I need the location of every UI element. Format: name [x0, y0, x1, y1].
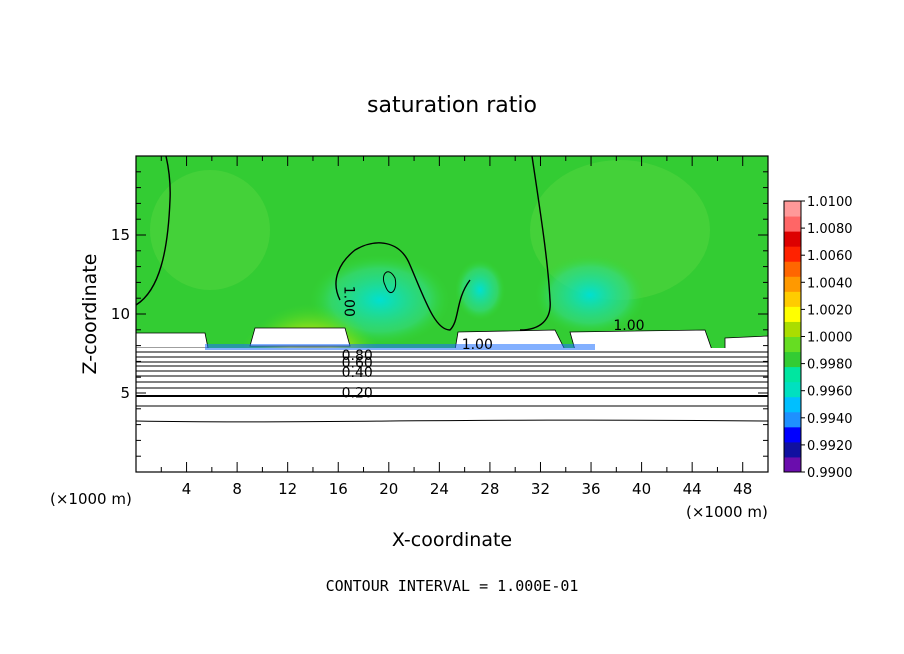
colorbar-swatch: [784, 396, 801, 413]
y-axis-label: Z-coordinate: [79, 254, 101, 375]
colorbar-tick-label: 0.9960: [807, 385, 853, 400]
cloud-region: [136, 332, 209, 349]
colorbar-swatch: [784, 366, 801, 383]
x-tick-label: 4: [182, 480, 192, 498]
contour-interval-note: CONTOUR INTERVAL = 1.000E-01: [326, 577, 579, 595]
colorbar-swatch: [784, 201, 801, 217]
x-tick-label: 32: [531, 480, 550, 498]
colorbar: 1.0100 1.0080 1.0060 1.0040 1.0020 1.0000 0.99…: [783, 195, 853, 481]
contour-1-00: [519, 156, 551, 331]
colorbar-swatch: [784, 321, 801, 337]
colorbar-swatch: [784, 246, 801, 262]
field-cyan-region: [535, 255, 645, 335]
colorbar-swatch: [784, 426, 801, 443]
y-tick-label: 10: [111, 305, 130, 323]
colorbar-tick-label: 1.0080: [807, 222, 853, 237]
colorbar-tick-label: 0.9980: [807, 358, 853, 373]
contour-label: 0.80: [342, 348, 373, 364]
colorbar-tick-label: 1.0040: [807, 276, 853, 291]
contour-line: [136, 419, 768, 423]
colorbar-tick-label: 0.9940: [807, 412, 853, 427]
plot-area: 1.00 1.00 1.00 0.800.600.40 0.20: [136, 156, 768, 472]
colorbar-swatch: [784, 231, 801, 247]
colorbar-swatch: [784, 261, 801, 277]
subsaturated-region: [136, 348, 768, 472]
contour-1-00: [136, 156, 171, 306]
contour-label: 1.00: [462, 337, 493, 353]
colorbar-tick-label: 0.9900: [807, 466, 853, 481]
field-patch: [150, 170, 270, 290]
contour-label: 1.00: [613, 318, 644, 334]
field-cyan-region: [455, 260, 505, 320]
contour-label: 1.00: [341, 286, 357, 317]
contour-1-00: [382, 271, 397, 294]
x-axis: 4 8 12 16 20 24 28 32 36 40 44 48: [160, 156, 752, 498]
y-axis: 5 10 15: [111, 171, 768, 457]
x-tick-label: 20: [379, 480, 398, 498]
colorbar-swatch: [784, 456, 801, 473]
colorbar-tick-label: 1.0060: [807, 249, 853, 264]
colorbar-swatch: [784, 351, 801, 368]
x-tick-label: 16: [329, 480, 348, 498]
x-tick-label: 36: [581, 480, 600, 498]
x-unit-right: (×1000 m): [686, 503, 768, 521]
colorbar-swatch: [784, 441, 801, 458]
x-axis-label: X-coordinate: [392, 529, 512, 551]
colorbar-tick-label: 0.9920: [807, 439, 853, 454]
cloud-region: [249, 327, 351, 347]
colorbar-swatch: [784, 216, 801, 232]
x-tick-label: 12: [278, 480, 297, 498]
colorbar-swatch: [784, 336, 801, 353]
cloud-region: [724, 335, 768, 351]
colorbar-tick-label: 1.0100: [807, 195, 853, 210]
x-tick-label: 40: [632, 480, 651, 498]
chart-title: saturation ratio: [367, 93, 537, 118]
colorbar-swatch: [784, 306, 801, 322]
x-tick-label: 28: [480, 480, 499, 498]
x-tick-label: 8: [232, 480, 242, 498]
x-tick-label: 48: [733, 480, 752, 498]
y-tick-label: 5: [120, 384, 130, 402]
colorbar-swatch: [784, 411, 801, 428]
contour-1-00: [335, 242, 471, 331]
x-tick-label: 44: [683, 480, 702, 498]
colorbar-swatch: [784, 381, 801, 398]
contour-label: 0.40: [342, 365, 373, 381]
contour-labels: 1.00 1.00 1.00 0.800.600.40 0.20: [341, 286, 645, 402]
colorbar-tick-label: 1.0000: [807, 331, 853, 346]
y-tick-label: 15: [111, 226, 130, 244]
contour-label: 0.60: [342, 356, 373, 372]
colorbar-swatch: [784, 291, 801, 307]
colorbar-swatch: [784, 276, 801, 292]
contour-lines: [136, 156, 768, 423]
colorbar-tick-label: 1.0020: [807, 303, 853, 318]
x-unit-left: (×1000 m): [50, 490, 132, 508]
field-blue-band: [205, 344, 595, 350]
x-tick-label: 24: [430, 480, 449, 498]
contour-label: 0.20: [342, 386, 373, 402]
